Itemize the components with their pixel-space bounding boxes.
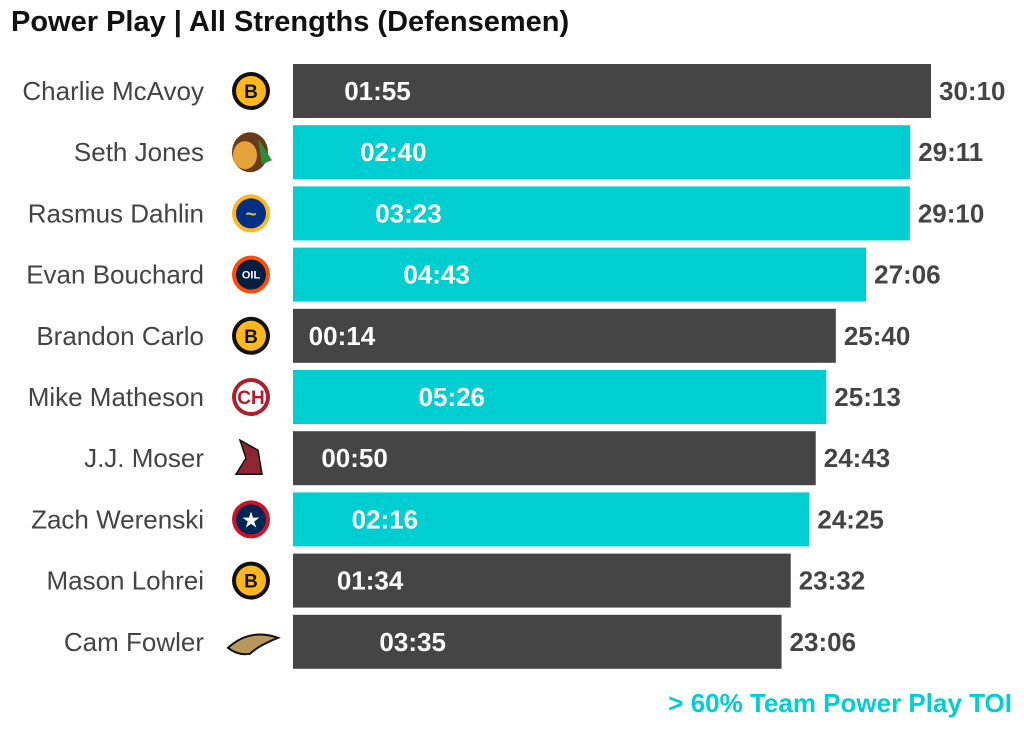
bar-row: Mason Lohrei B 01:34 23:32 xyxy=(46,553,866,608)
total-toi-label: 27:06 xyxy=(874,260,941,290)
total-toi-label: 30:10 xyxy=(939,76,1006,106)
total-toi-label: 24:25 xyxy=(817,504,884,534)
total-toi-label: 29:10 xyxy=(918,198,985,228)
player-label: J.J. Moser xyxy=(84,443,204,473)
player-label: Rasmus Dahlin xyxy=(28,198,204,228)
bar-row: Brandon Carlo B 00:14 25:40 xyxy=(36,308,911,363)
bar-row: Cam Fowler 03:35 23:06 xyxy=(64,614,857,669)
svg-text:B: B xyxy=(244,327,258,348)
bar xyxy=(293,370,827,424)
bar-row: J.J. Moser 00:50 24:43 xyxy=(84,431,891,486)
total-toi-label: 23:32 xyxy=(799,566,866,596)
total-toi-label: 29:11 xyxy=(918,137,983,167)
pp-toi-label: 03:35 xyxy=(379,627,446,657)
oilers-logo-icon: OIL xyxy=(232,255,270,294)
ducks-logo-icon xyxy=(226,633,281,656)
pp-toi-label: 01:55 xyxy=(344,76,411,106)
total-toi-label: 24:43 xyxy=(824,443,891,473)
pp-toi-label: 00:14 xyxy=(309,321,376,351)
total-toi-label: 25:13 xyxy=(834,382,901,412)
total-toi-label: 23:06 xyxy=(790,627,857,657)
blue-jackets-logo-icon: ★ xyxy=(232,500,270,539)
player-label: Mike Matheson xyxy=(28,382,204,412)
bruins-logo-icon: B xyxy=(232,316,270,355)
bar xyxy=(293,247,867,302)
bar xyxy=(293,431,816,486)
svg-text:B: B xyxy=(244,82,258,103)
sabres-logo-icon: ~ xyxy=(232,194,270,233)
svg-text:CH: CH xyxy=(237,388,264,409)
pp-toi-label: 00:50 xyxy=(321,443,388,473)
bar-row: Mike Matheson CH 05:26 25:13 xyxy=(28,370,901,424)
total-toi-label: 25:40 xyxy=(844,321,911,351)
bar-row: Zach Werenski ★ 02:16 24:25 xyxy=(31,492,884,547)
bar xyxy=(293,125,911,180)
chart-title: Power Play | All Strengths (Defensemen) xyxy=(11,6,570,38)
player-label: Evan Bouchard xyxy=(26,260,204,290)
bar xyxy=(293,186,910,241)
player-label: Seth Jones xyxy=(74,137,204,167)
bar-row: Charlie McAvoy B 01:55 30:10 xyxy=(22,64,1006,118)
bruins-logo-icon: B xyxy=(232,561,270,600)
bar-row: Rasmus Dahlin ~03:23 29:10 xyxy=(28,186,985,241)
pp-toi-label: 02:40 xyxy=(360,137,427,167)
bar xyxy=(293,308,836,363)
player-label: Mason Lohrei xyxy=(46,566,204,596)
legend-caption: > 60% Team Power Play TOI xyxy=(668,688,1012,718)
svg-text:★: ★ xyxy=(242,510,259,531)
player-label: Cam Fowler xyxy=(64,627,204,657)
svg-text:B: B xyxy=(244,572,258,593)
pp-toi-label: 05:26 xyxy=(419,382,486,412)
svg-text:~: ~ xyxy=(245,204,256,225)
pp-toi-label: 03:23 xyxy=(375,198,442,228)
bar xyxy=(293,614,782,669)
pp-toi-label: 04:43 xyxy=(403,260,470,290)
player-label: Charlie McAvoy xyxy=(22,76,204,106)
bar-row: Evan Bouchard OIL 04:43 27:06 xyxy=(26,247,941,302)
canadiens-logo-icon: CH xyxy=(232,378,270,416)
bar-row: Seth Jones 02:40 29:11 xyxy=(74,125,983,180)
bar xyxy=(293,64,931,118)
player-label: Zach Werenski xyxy=(31,504,204,534)
svg-text:OIL: OIL xyxy=(242,270,261,282)
blackhawks-logo-icon xyxy=(232,132,272,173)
pp-toi-label: 02:16 xyxy=(352,504,419,534)
pp-toi-label: 01:34 xyxy=(337,566,404,596)
coyotes-logo-icon xyxy=(234,438,263,475)
player-label: Brandon Carlo xyxy=(36,321,204,351)
bar xyxy=(293,553,791,608)
bar xyxy=(293,492,810,547)
bruins-logo-icon: B xyxy=(232,72,270,110)
